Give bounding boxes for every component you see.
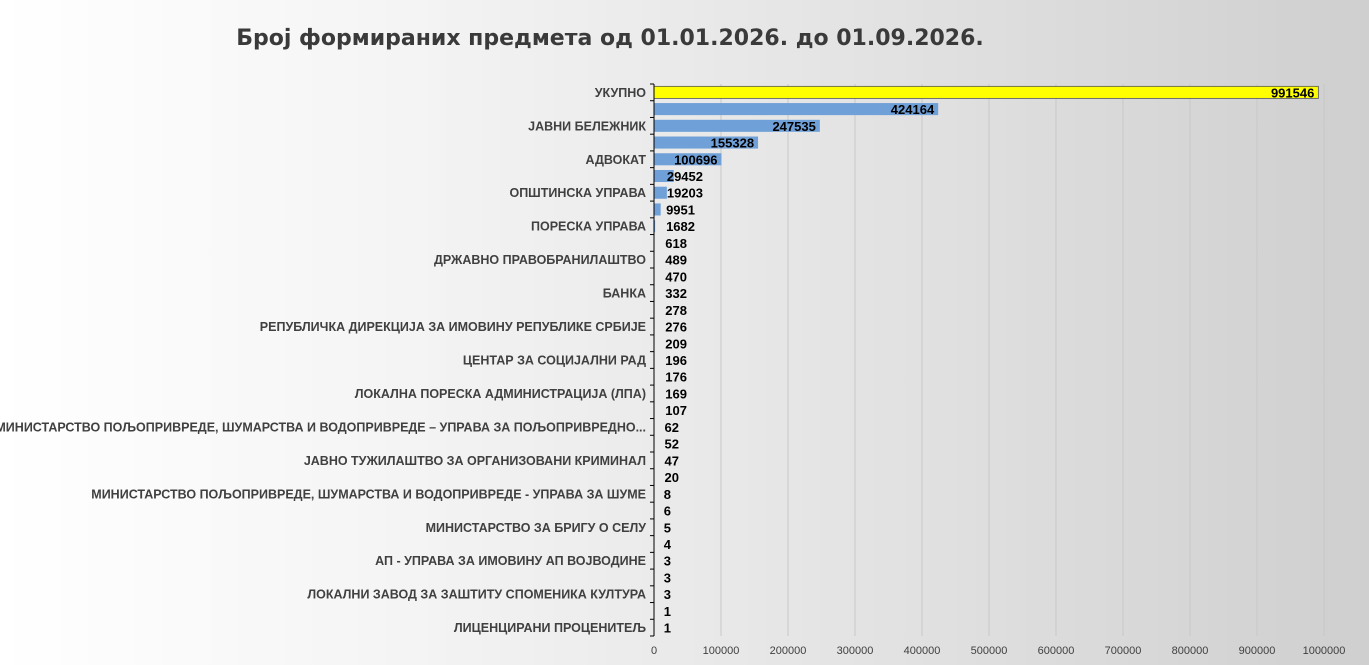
category-labels: УКУПНО ЈАВНИ БЕЛЕЖНИК АДВОКАТ ОПШТИНСКА УПР… <box>0 86 646 635</box>
category-label: ЛОКАЛНИ ЗАВОД ЗА ЗАШТИТУ СПОМЕНИКА КУЛТУ… <box>307 588 646 602</box>
bar <box>653 85 1319 99</box>
x-tick-label: 700000 <box>1105 645 1142 657</box>
y-axis <box>650 83 655 637</box>
x-tick-label: 0 <box>651 645 657 657</box>
data-label: 62 <box>665 420 679 435</box>
data-label: 1 <box>664 604 671 619</box>
data-label: 618 <box>665 236 687 251</box>
x-tick-label: 500000 <box>971 645 1008 657</box>
x-tick-label: 300000 <box>837 645 874 657</box>
category-label: ОПШТИНСКА УПРАВА <box>509 186 646 200</box>
data-label: 278 <box>665 303 687 318</box>
data-label: 6 <box>664 504 671 519</box>
data-label: 1 <box>664 621 671 636</box>
data-label: 20 <box>665 470 679 485</box>
data-label: 9951 <box>666 202 695 217</box>
bar <box>654 119 820 132</box>
x-tick-label: 200000 <box>770 645 807 657</box>
category-label: АП - УПРАВА ЗА ИМОВИНУ АП ВОЈВОДИНЕ <box>375 554 646 568</box>
category-label: УКУПНО <box>595 86 647 100</box>
x-tick-label: 900000 <box>1239 645 1276 657</box>
category-label: ЦЕНТАР ЗА СОЦИЈАЛНИ РАД <box>463 354 646 368</box>
x-axis-tick-labels: 0 100000 200000 300000 400000 500000 600000 700… <box>651 645 1345 657</box>
category-label: АДВОКАТ <box>585 153 646 167</box>
bar <box>654 103 939 116</box>
category-label: МИНИСТАРСТВО ЗА БРИГУ О СЕЛУ <box>426 521 647 535</box>
category-label: ЈАВНО ТУЖИЛАШТВО ЗА ОРГАНИЗОВАНИ КРИМИНА… <box>304 454 646 468</box>
bar <box>654 220 656 233</box>
x-tick-label: 800000 <box>1172 645 1209 657</box>
data-label: 332 <box>665 286 687 301</box>
data-label: 47 <box>665 453 679 468</box>
chart-title: Број формираних предмета од 01.01.2026. … <box>236 26 984 51</box>
data-label: 424164 <box>891 102 935 117</box>
data-label: 29452 <box>667 169 703 184</box>
data-label: 196 <box>665 353 687 368</box>
bar <box>654 203 661 216</box>
bars <box>653 85 1319 283</box>
category-label: МИНИСТАРСТВО ПОЉОПРИВРЕДЕ, ШУМАРСТВА И В… <box>91 487 646 501</box>
data-label: 19203 <box>667 186 703 201</box>
data-label: 470 <box>665 269 687 284</box>
x-tick-label: 400000 <box>904 645 941 657</box>
data-label: 991546 <box>1271 85 1314 100</box>
data-label: 209 <box>665 336 687 351</box>
x-tick-label: 600000 <box>1038 645 1075 657</box>
category-label: РЕПУБЛИЧКА ДИРЕКЦИЈА ЗА ИМОВИНУ РЕПУБЛИК… <box>260 320 646 334</box>
data-label: 176 <box>665 370 687 385</box>
category-label: ДРЖАВНО ПРАВОБРАНИЛАШТВО <box>434 253 646 267</box>
data-label: 4 <box>664 537 672 552</box>
bar <box>654 169 674 183</box>
category-label: ЛИЦЕНЦИРАНИ ПРОЦЕНИТЕЉ <box>454 621 646 635</box>
data-label: 100696 <box>674 152 717 167</box>
x-tick-label: 100000 <box>703 645 740 657</box>
data-label: 52 <box>665 437 679 452</box>
data-label: 155328 <box>711 136 754 151</box>
data-label: 107 <box>665 403 687 418</box>
category-label: БАНКА <box>603 287 646 301</box>
data-label: 3 <box>664 587 671 602</box>
data-label: 3 <box>664 570 671 585</box>
data-label: 276 <box>665 320 687 335</box>
data-label: 8 <box>664 487 671 502</box>
grid-lines <box>720 84 1325 636</box>
data-label: 169 <box>665 386 687 401</box>
bar <box>654 186 667 199</box>
category-label: ЛОКАЛНА ПОРЕСКА АДМИНИСТРАЦИЈА (ЛПА) <box>355 387 646 401</box>
bar <box>654 153 722 166</box>
data-label: 489 <box>665 253 687 268</box>
category-label: ПОРЕСКА УПРАВА <box>531 220 646 234</box>
data-label: 1682 <box>666 219 695 234</box>
category-label: ЈАВНИ БЕЛЕЖНИК <box>528 119 646 133</box>
category-label: МИНИСТАРСТВО ПОЉОПРИВРЕДЕ, ШУМАРСТВА И В… <box>0 420 646 434</box>
data-label: 247535 <box>772 119 815 134</box>
data-label: 5 <box>664 520 671 535</box>
bar <box>654 136 759 149</box>
data-label: 3 <box>664 554 671 569</box>
x-tick-label: 1000000 <box>1303 645 1346 657</box>
